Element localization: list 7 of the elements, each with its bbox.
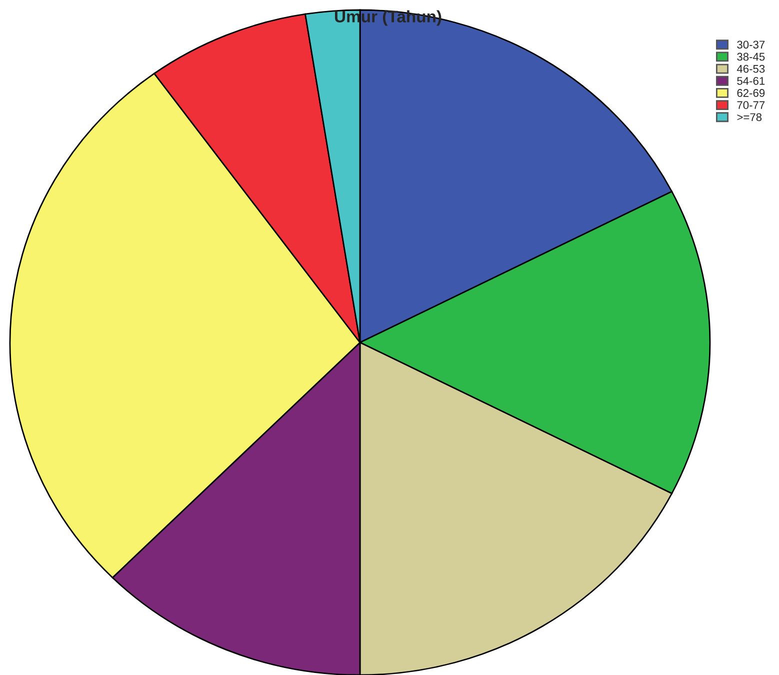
legend-label: 38-45 — [737, 52, 765, 61]
legend-label: 62-69 — [737, 89, 765, 97]
legend-label: 70-77 — [737, 101, 765, 110]
legend-label: >=78 — [737, 113, 762, 122]
legend-label: 30-37 — [737, 40, 765, 49]
legend-label: 54-61 — [737, 76, 765, 85]
legend-label: 46-53 — [736, 64, 765, 73]
